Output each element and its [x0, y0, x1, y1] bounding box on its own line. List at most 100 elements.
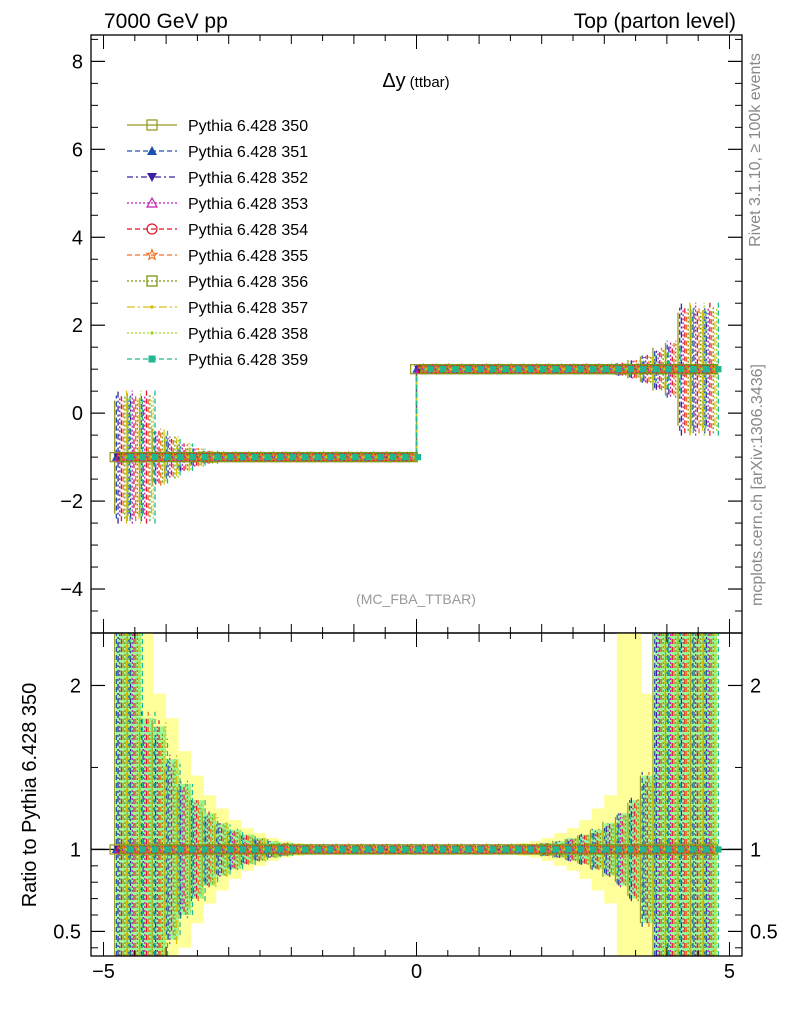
- data-point: [289, 453, 296, 461]
- ratio-point: [251, 846, 259, 853]
- ratio-y-tick-label: 2: [70, 675, 81, 697]
- data-point: [239, 453, 246, 461]
- ratio-point: [665, 846, 672, 853]
- ratio-y-tick-label-right: 2: [750, 675, 761, 697]
- data-point: [226, 453, 234, 461]
- legend-label: Pythia 6.428 357: [188, 300, 308, 317]
- ratio-point: [314, 846, 321, 853]
- ratio-point: [289, 846, 296, 853]
- legend-entry-1: Pythia 6.428 351: [127, 144, 308, 161]
- series-9-markers: [126, 366, 722, 461]
- ratio-point: [715, 846, 722, 853]
- legend-marker: [148, 355, 156, 363]
- legend-marker: [145, 196, 159, 208]
- ratio-point: [602, 846, 609, 853]
- ratio-series-9-errors: [129, 633, 719, 956]
- legend-marker: [147, 173, 157, 182]
- ratio-point: [339, 846, 346, 853]
- series-2-markers: [113, 365, 711, 462]
- legend-entry-8: Pythia 6.428 358: [127, 326, 308, 343]
- y-tick-label: 4: [72, 227, 83, 249]
- legend-label: Pythia 6.428 352: [188, 170, 308, 187]
- series-6-markers: [119, 364, 719, 463]
- legend-entry-5: Pythia 6.428 355: [127, 247, 308, 265]
- series-3-markers: [114, 363, 714, 462]
- data-point: [302, 453, 309, 461]
- ratio-point: [439, 846, 447, 853]
- data-point: [364, 453, 371, 461]
- ratio-y-tick-label: 1: [70, 839, 81, 861]
- data-point: [502, 366, 509, 373]
- data-point: [164, 453, 171, 461]
- ratio-series-6-errors: [124, 633, 714, 956]
- ratio-panel: 0.5 0.5 1 1 2 2 −5 0 5 Ratio to Pythia 6.428 350: [19, 632, 778, 983]
- data-point: [602, 366, 609, 373]
- data-point: [389, 453, 397, 461]
- legend-marker: [146, 223, 158, 235]
- legend-label: Pythia 6.428 355: [188, 248, 308, 265]
- ratio-point: [464, 846, 472, 853]
- ratio-point: [226, 846, 234, 853]
- collision-energy-label: 7000 GeV pp: [104, 10, 228, 33]
- legend-entry-2: Pythia 6.428 352: [127, 170, 308, 187]
- mcplots-reference-label: mcplots.cern.ch [arXiv:1306.3436]: [749, 364, 766, 606]
- data-point: [439, 366, 447, 373]
- series-4-markers: [116, 364, 715, 463]
- data-point: [427, 366, 434, 373]
- data-point: [327, 453, 334, 461]
- ratio-point: [176, 846, 184, 853]
- ratio-point: [640, 846, 647, 853]
- x-tick-label: 5: [724, 961, 735, 983]
- legend-label: Pythia 6.428 353: [188, 196, 308, 213]
- analysis-name-label: (MC_FBA_TTBAR): [356, 591, 476, 607]
- data-point: [552, 366, 559, 373]
- ratio-point: [502, 846, 509, 853]
- legend-marker: [146, 275, 158, 287]
- data-point: [715, 366, 722, 373]
- data-point: [489, 366, 497, 373]
- ratio-point: [364, 846, 371, 853]
- y-tick-label: 0: [72, 403, 83, 425]
- legend-entry-9: Pythia 6.428 359: [127, 352, 308, 369]
- ratio-point: [277, 846, 284, 853]
- ratio-point: [677, 846, 684, 853]
- ratio-point: [414, 846, 422, 853]
- data-point: [339, 453, 346, 461]
- ratio-point: [615, 846, 622, 853]
- series-1-markers: [111, 364, 710, 461]
- series-7-markers: [124, 367, 717, 459]
- ratio-point: [352, 846, 359, 853]
- plot-title: Δy (ttbar): [382, 70, 449, 92]
- ratio-point: [690, 846, 697, 853]
- band-bin: [616, 633, 630, 956]
- ratio-point: [214, 846, 221, 853]
- data-point: [615, 366, 622, 373]
- ratio-point: [402, 846, 409, 853]
- ratio-point: [389, 846, 397, 853]
- legend-marker: [147, 146, 157, 155]
- ratio-point: [377, 846, 384, 853]
- series-0-markers: [109, 364, 709, 463]
- ratio-point: [201, 846, 209, 853]
- legend-entry-3: Pythia 6.428 353: [127, 196, 308, 213]
- ratio-point: [539, 846, 547, 853]
- data-point: [414, 453, 422, 461]
- ratio-point: [126, 846, 134, 853]
- ratio-point: [302, 846, 309, 853]
- ratio-point: [577, 846, 584, 853]
- ratio-point: [189, 846, 196, 853]
- y-tick-label: −2: [60, 491, 83, 513]
- data-point: [627, 366, 634, 373]
- data-point: [417, 362, 430, 375]
- legend-label: Pythia 6.428 351: [188, 144, 308, 161]
- series-5-markers: [116, 362, 718, 463]
- ratio-point: [627, 846, 634, 853]
- ratio-point: [489, 846, 497, 853]
- ratio-y-tick-label-right: 0.5: [750, 921, 778, 943]
- data-point: [201, 453, 209, 461]
- data-point: [377, 453, 384, 461]
- data-point: [126, 453, 134, 461]
- data-point: [677, 366, 684, 373]
